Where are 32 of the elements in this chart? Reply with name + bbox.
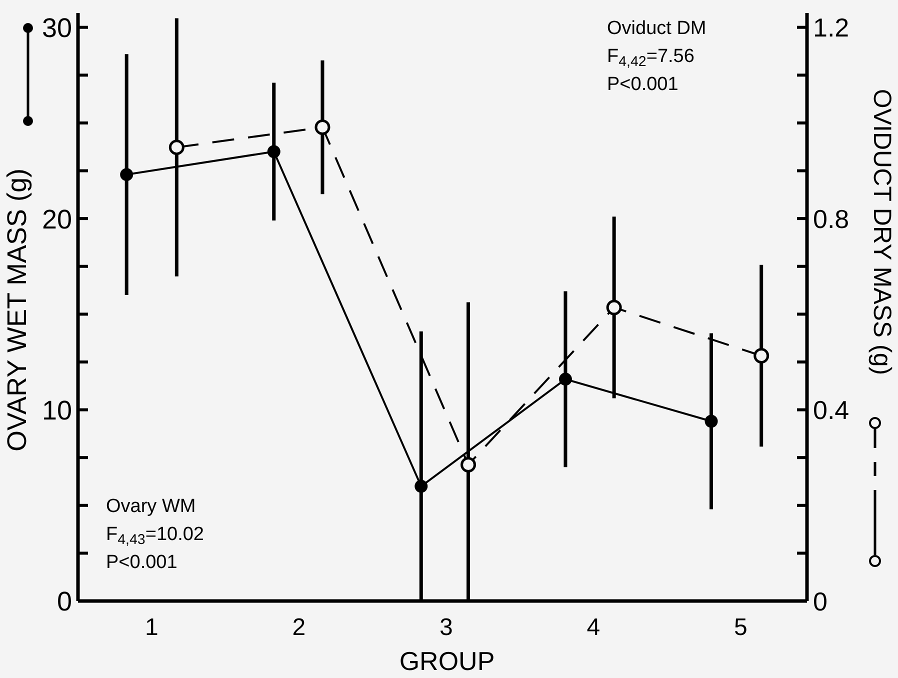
- y2-tick-label: 1.2: [813, 12, 850, 43]
- y2-axis-title: OVIDUCT DRY MASS (g): [868, 88, 896, 376]
- annotation: Oviduct DM: [607, 18, 706, 39]
- point: [754, 348, 770, 364]
- x-tick-label: 1: [144, 614, 158, 641]
- point: [314, 120, 330, 136]
- point: [704, 414, 718, 428]
- x-tick-label: 3: [440, 614, 453, 641]
- y-tick-label: 0: [56, 586, 72, 617]
- y-tick-label: 10: [42, 396, 72, 426]
- x-tick-label: 2: [292, 614, 306, 641]
- point: [558, 372, 572, 386]
- annotation: P<0.001: [607, 74, 678, 95]
- x-tick-label: 5: [734, 614, 748, 641]
- annotation: Ovary WM: [106, 496, 196, 517]
- point: [414, 480, 428, 493]
- point: [168, 140, 184, 156]
- y-axis-title: OVARY WET MASS (g): [2, 168, 32, 452]
- y-tick-label: 20: [42, 204, 72, 234]
- point: [460, 457, 476, 473]
- annotation: F$_{4,42}$=7.56: [607, 46, 694, 70]
- annotation: F$_{4,43}$=10.02: [106, 524, 204, 548]
- y-tick-label: 30: [42, 13, 72, 44]
- y2-tick-label: 0.8: [813, 204, 850, 234]
- point: [120, 168, 134, 182]
- x-tick-label: 4: [586, 614, 600, 641]
- point: [606, 300, 622, 316]
- y2-tick-label: 0.4: [813, 395, 850, 426]
- x-axis-title: GROUP: [399, 646, 495, 676]
- point: [267, 145, 280, 158]
- y2-tick-label: 0: [813, 586, 828, 616]
- annotation: P<0.001: [106, 552, 178, 573]
